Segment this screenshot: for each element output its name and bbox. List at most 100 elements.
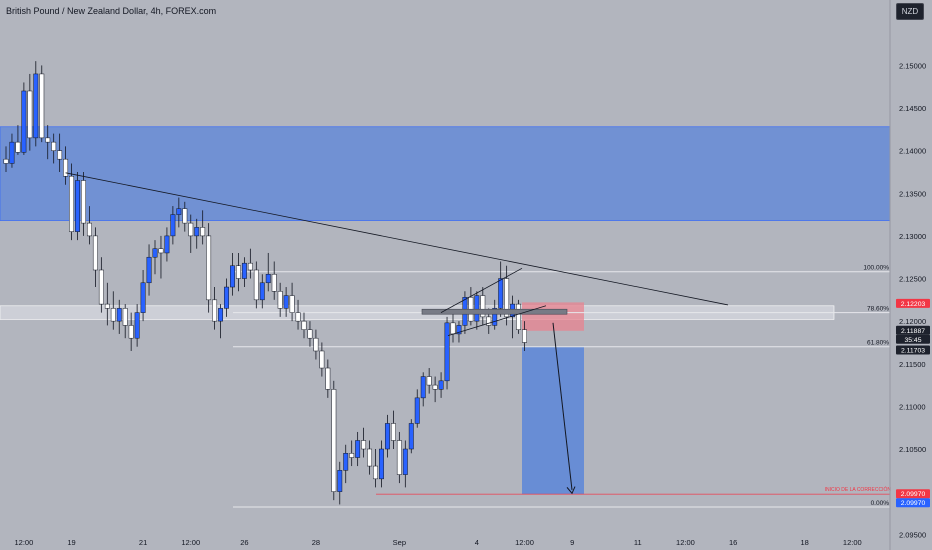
price-label-box xyxy=(896,325,930,335)
candle-bullish xyxy=(384,423,390,450)
candle-bullish xyxy=(170,214,176,237)
candle-bearish xyxy=(212,299,218,322)
projection-arrow-head xyxy=(566,486,576,495)
candle-bearish xyxy=(373,465,378,480)
price-label-text: 2.11887 xyxy=(901,328,925,335)
candle-bearish xyxy=(390,423,396,441)
price-label-text: 2.09970 xyxy=(901,500,926,507)
time-axis-tick: 12:00 xyxy=(181,538,200,547)
time-axis-tick: 18 xyxy=(800,538,808,547)
candle-bearish xyxy=(122,308,128,326)
candle-bearish xyxy=(313,337,319,352)
candle-bearish xyxy=(271,274,277,292)
time-axis-tick: 16 xyxy=(729,538,737,547)
time-axis-tick: 21 xyxy=(139,538,147,547)
candle-bullish xyxy=(498,278,504,309)
candle-bearish xyxy=(86,222,92,237)
candle-bearish xyxy=(396,440,402,475)
projection-arrow-line xyxy=(552,322,573,490)
candle-bearish xyxy=(128,325,134,339)
candle-bearish xyxy=(361,440,367,450)
currency-button[interactable]: NZD xyxy=(896,3,924,20)
candle-bearish xyxy=(200,227,206,237)
candle-bearish xyxy=(3,158,9,164)
wedge-upper-line xyxy=(440,267,523,313)
candle-bullish xyxy=(164,235,170,254)
candle-bullish xyxy=(474,295,480,322)
candle-bullish xyxy=(75,180,80,232)
candle-bearish xyxy=(182,208,188,224)
candle-bullish xyxy=(337,470,343,492)
candle-bearish xyxy=(301,320,307,330)
candle-bullish xyxy=(420,376,426,399)
candle-bearish xyxy=(325,367,331,390)
candle-bullish xyxy=(343,453,349,471)
price-label-box xyxy=(896,298,930,308)
candle-bullish xyxy=(414,397,420,424)
candle-bearish xyxy=(349,453,355,458)
time-axis-tick: 11 xyxy=(634,538,642,547)
price-axis-tick: 2.13000 xyxy=(899,232,926,241)
candle-bearish xyxy=(367,448,373,467)
time-axis: 12:00 19 21 12:00 26 28 Sep 4 12:00 9 11 12:00 16 18 1… xyxy=(14,538,861,547)
price-axis-tick: 2.14000 xyxy=(899,147,926,156)
descending-trendline xyxy=(65,172,729,306)
fib-level-label: 78.60% xyxy=(867,306,889,313)
candle-bearish xyxy=(63,158,69,177)
candle-bullish xyxy=(241,262,247,279)
price-axis-tick: 2.13500 xyxy=(899,189,926,198)
price-label-box xyxy=(896,345,930,355)
price-axis-tick: 2.10500 xyxy=(899,445,926,454)
candle-bearish xyxy=(27,90,33,139)
candle-bullish xyxy=(194,227,200,237)
candle-bearish xyxy=(158,248,164,254)
price-labels: 2.12203 2.11887 35:45 2.11703 2.09970 2.09970 xyxy=(896,298,930,508)
candle-bullish xyxy=(444,322,450,382)
time-axis-tick: 12:00 xyxy=(676,538,695,547)
candle-bullish xyxy=(21,90,27,153)
candle-bullish xyxy=(408,423,414,450)
candle-bearish xyxy=(45,137,51,143)
candle-bullish xyxy=(379,448,384,480)
candle-bearish xyxy=(110,308,116,322)
candles-layer xyxy=(3,61,527,505)
price-label-box xyxy=(896,489,930,499)
drawings-layer xyxy=(65,172,729,495)
candle-bearish xyxy=(504,278,510,318)
price-axis-tick: 2.14500 xyxy=(899,104,926,113)
price-label-text: 2.09970 xyxy=(901,491,926,498)
candle-bullish xyxy=(134,312,140,339)
candle-bearish xyxy=(289,295,295,313)
candle-bearish xyxy=(253,269,259,301)
price-axis-tick: 2.12500 xyxy=(899,275,926,284)
candle-bearish xyxy=(69,175,75,232)
candle-bearish xyxy=(92,235,98,271)
candle-bearish xyxy=(98,269,104,305)
candle-bullish xyxy=(492,308,498,326)
candle-bearish xyxy=(450,322,456,335)
price-axis-tick: 2.09500 xyxy=(899,530,926,539)
candle-bearish xyxy=(486,316,492,326)
fib-level-label: 61.80% xyxy=(867,340,889,347)
candle-bullish xyxy=(146,256,152,284)
candle-bullish xyxy=(33,73,39,139)
resistance-box xyxy=(421,308,568,315)
supply-zone xyxy=(0,126,891,221)
candle-bearish xyxy=(516,303,522,330)
candle-bearish xyxy=(39,73,45,139)
candle-bullish xyxy=(438,380,444,390)
candle-bearish xyxy=(57,150,63,160)
candle-bullish xyxy=(355,440,361,458)
take-profit-zone xyxy=(522,346,584,495)
candle-bullish xyxy=(218,308,224,322)
candle-bearish xyxy=(319,350,325,369)
candle-bearish xyxy=(480,295,486,318)
time-axis-tick: 12:00 xyxy=(515,538,534,547)
correction-start-label: INICIO DE LA CORRECCIÓN xyxy=(825,486,892,493)
price-axis-tick: 2.15000 xyxy=(899,61,926,70)
candle-bullish xyxy=(283,295,289,309)
price-label-text: 2.11703 xyxy=(901,347,925,354)
candle-bullish xyxy=(116,308,122,322)
time-axis-tick: Sep xyxy=(393,538,406,547)
